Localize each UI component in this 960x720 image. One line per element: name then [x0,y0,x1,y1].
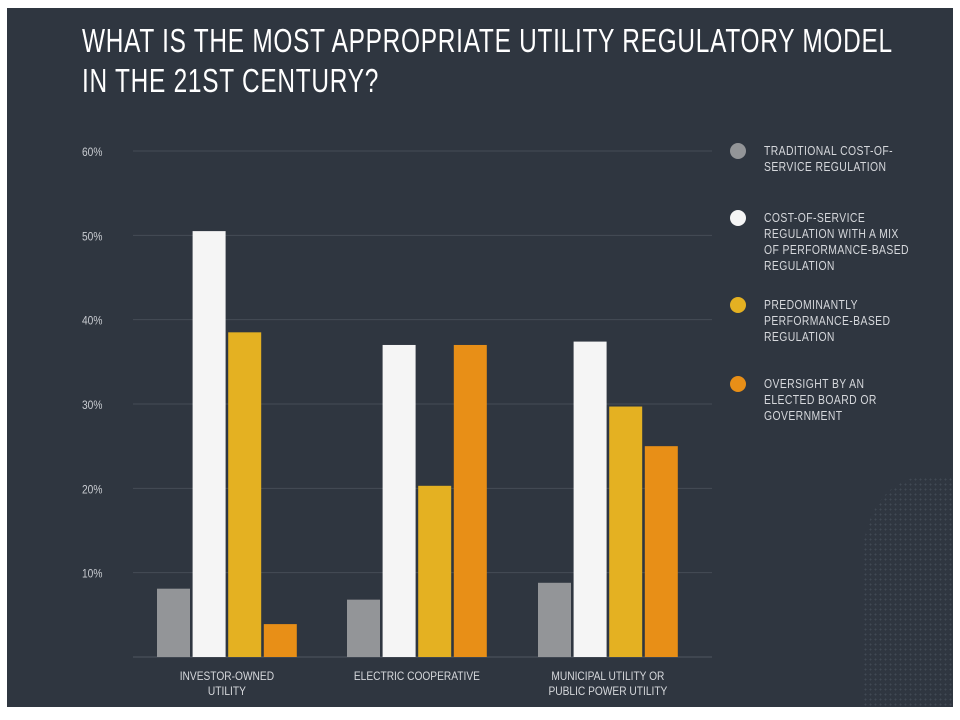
legend-swatch-icon [730,143,746,159]
legend-label: TRADITIONAL COST-OF- SERVICE REGULATION [764,143,924,175]
legend-swatch-icon [730,210,746,226]
legend-label-line: REGULATION [764,329,835,344]
bar [453,344,487,657]
legend-label-line: GOVERNMENT [764,408,843,423]
legend-label-line: OVERSIGHT BY AN [764,376,865,391]
y-tick-label: 10% [82,568,102,581]
legend-label: COST-OF-SERVICE REGULATION WITH A MIX OF P… [764,210,924,274]
legend-label: PREDOMINANTLY PERFORMANCE-BASED REGULATION [764,297,924,345]
x-category-label: PUBLIC POWER UTILITY [548,685,667,698]
bar [382,344,416,657]
bar [347,599,380,657]
bar [573,341,607,657]
legend-item: TRADITIONAL COST-OF- SERVICE REGULATION [730,143,953,175]
legend-swatch-icon [730,297,746,313]
y-tick-label: 30% [82,399,102,412]
chart-title-line-2: IN THE 21ST CENTURY? [82,62,380,99]
legend-label-line: COST-OF-SERVICE [764,210,866,225]
chart-panel: WHAT IS THE MOST APPROPRIATE UTILITY REG… [7,8,953,707]
bar [538,582,571,657]
chart-title-line-1: WHAT IS THE MOST APPROPRIATE UTILITY REG… [82,22,893,59]
y-tick-label: 40% [82,315,102,328]
bar [644,446,678,657]
legend-swatch-icon [730,376,746,392]
dotted-decoration [863,477,953,707]
y-tick-label: 60% [82,146,102,159]
legend-label-line: REGULATION [764,258,835,273]
x-category-label: UTILITY [208,685,246,698]
legend-label-line: TRADITIONAL COST-OF- [764,143,893,158]
legend-label-line: REGULATION WITH A MIX [764,226,899,241]
legend-label-line: PERFORMANCE-BASED [764,313,891,328]
x-category-label: MUNICIPAL UTILITY OR [551,670,664,683]
bar [192,231,226,657]
y-tick-label: 20% [82,484,102,497]
bar [263,624,297,657]
legend-item: PREDOMINANTLY PERFORMANCE-BASED REGULATION [730,297,953,345]
legend-label-line: ELECTED BOARD OR [764,392,877,407]
legend-label: OVERSIGHT BY AN ELECTED BOARD OR GOVERNMEN… [764,376,924,424]
legend-label-line: SERVICE REGULATION [764,159,887,174]
x-category-label: INVESTOR-OWNED [180,670,274,683]
legend-item: OVERSIGHT BY AN ELECTED BOARD OR GOVERNMEN… [730,376,953,424]
y-tick-label: 50% [82,231,102,244]
bar [609,406,643,657]
bar [157,588,190,657]
bar [418,485,452,657]
bar-chart: 10% 20% 30% 40% 50% 60% INVESTOR-OWNED UTILITY E… [82,146,712,698]
legend-item: COST-OF-SERVICE REGULATION WITH A MIX OF P… [730,210,953,274]
legend-label-line: PREDOMINANTLY [764,297,858,312]
x-category-label: ELECTRIC COOPERATIVE [354,670,480,683]
bar [228,332,262,657]
legend-label-line: OF PERFORMANCE-BASED [764,242,909,257]
